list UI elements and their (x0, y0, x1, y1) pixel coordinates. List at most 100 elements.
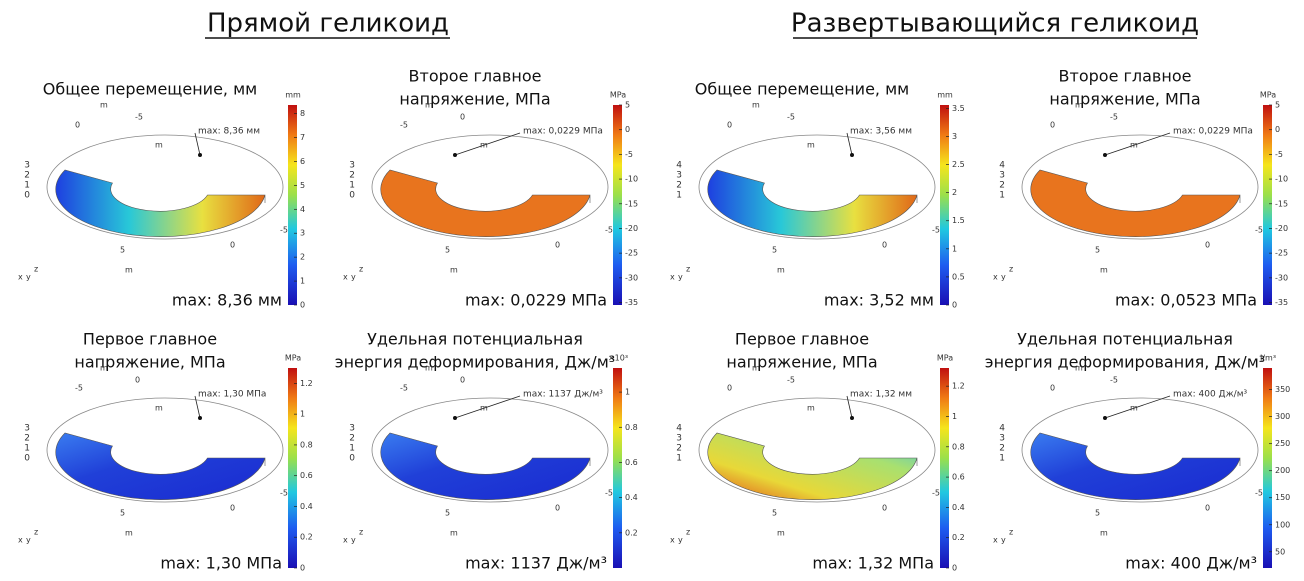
callout-dot (453, 416, 457, 420)
axis-label: 5 (772, 509, 777, 518)
colorbar-tick-label: 0.6 (625, 458, 638, 467)
triad-label: y (678, 273, 683, 282)
axis-label: -5 (787, 376, 795, 385)
axis-label: 0 (882, 241, 887, 250)
colorbar-unit: mm (937, 91, 953, 100)
callout-label: max: 1,32 мм (850, 390, 912, 400)
axis-label: 0 (460, 113, 465, 122)
colorbar-tick-label: 1 (300, 410, 305, 419)
z-tick-label: 1 (999, 191, 1005, 201)
colorbar-tick-label: 1 (625, 388, 630, 397)
colorbar-tick-label: -20 (1275, 224, 1288, 233)
triad-label: x (993, 536, 998, 545)
max-label: max: 0,0229 МПа (465, 291, 607, 310)
helicoid (381, 433, 590, 500)
colorbar-tick-label: 1 (952, 244, 957, 253)
axis-label: -5 (1255, 226, 1263, 235)
helicoid (708, 170, 917, 237)
z-tick-label: 1 (676, 454, 682, 464)
colorbar-tick-label: 0.2 (952, 533, 965, 542)
colorbar-multiplier: ×10³ (608, 354, 628, 363)
axis-label: -5 (400, 384, 408, 393)
axis-label: 0 (555, 504, 560, 513)
z-tick-label: 1 (349, 181, 355, 191)
z-tick-label: 2 (349, 171, 355, 181)
colorbar-tick-label: 0.2 (625, 528, 638, 537)
triad-label: y (1001, 273, 1006, 282)
colorbar-tick-label: 5 (300, 181, 305, 190)
axis-label: 5 (120, 246, 125, 255)
z-tick-label: 2 (999, 181, 1005, 191)
axis-label: -5 (605, 489, 613, 498)
axis-label: 5 (1095, 509, 1100, 518)
axis-label: m (155, 404, 163, 413)
colorbar-tick-label: 6 (300, 157, 305, 166)
axis-label: -5 (1110, 113, 1118, 122)
colorbar-tick-label: 4 (300, 205, 305, 214)
colorbar-tick-label: 0 (952, 564, 957, 573)
colorbar-tick-label: 1.5 (952, 216, 965, 225)
colorbar-tick-label: 2.5 (952, 160, 965, 169)
colorbar-tick-label: -5 (1275, 150, 1283, 159)
axis-label: -5 (1255, 489, 1263, 498)
colorbar-tick-label: 0.4 (952, 503, 965, 512)
header: Прямой геликоид (207, 9, 449, 39)
colorbar (1263, 368, 1272, 568)
panel-title: энергия деформирования, Дж/м³ (985, 353, 1265, 372)
axis-label: -5 (932, 226, 940, 235)
header: Развертывающийся геликоид (791, 9, 1199, 39)
colorbar-tick-label: 150 (1275, 493, 1290, 502)
colorbar (613, 105, 622, 305)
colorbar-tick-label: -20 (625, 224, 638, 233)
colorbar-tick-label: 5 (625, 101, 630, 110)
helicoid (56, 433, 265, 500)
axis-label: -5 (932, 489, 940, 498)
axis-label: 0 (1205, 504, 1210, 513)
axis-label: 5 (1095, 246, 1100, 255)
axis-label: 0 (1050, 121, 1055, 130)
colorbar-tick-label: 0.4 (625, 493, 638, 502)
colorbar-tick-label: 0 (952, 301, 957, 310)
z-tick-label: 1 (676, 191, 682, 201)
z-tick-label: 1 (349, 444, 355, 454)
figure: Прямой геликоид Развертывающийся геликои… (0, 0, 1304, 581)
axis-label: m (777, 266, 785, 275)
triad-label: z (34, 528, 38, 537)
colorbar-tick-label: 1.2 (952, 382, 965, 391)
colorbar-tick-label: 3 (952, 132, 957, 141)
colorbar (940, 105, 949, 305)
colorbar-tick-label: 350 (1275, 385, 1290, 394)
z-tick-label: 4 (676, 161, 682, 171)
triad-label: z (686, 528, 690, 537)
colorbar-tick-label: 0.8 (952, 442, 965, 451)
colorbar-unit: J/m³ (1259, 354, 1276, 363)
panel-title: Общее перемещение, мм (695, 80, 909, 99)
colorbar-unit: MPa (1260, 91, 1276, 100)
panel-title: напряжение, МПа (1049, 90, 1200, 109)
panel-title: напряжение, МПа (74, 353, 225, 372)
z-tick-label: 3 (676, 434, 682, 444)
axis-label: m (425, 101, 433, 110)
axis-label: 0 (882, 504, 887, 513)
colorbar-tick-label: -15 (1275, 199, 1288, 208)
z-tick-label: 2 (676, 181, 682, 191)
colorbar (1263, 105, 1272, 305)
callout-label: max: 0,0229 МПа (1173, 127, 1253, 137)
axis-label: m (100, 101, 108, 110)
triad-label: z (359, 528, 363, 537)
colorbar-tick-label: 2 (952, 188, 957, 197)
z-tick-label: 4 (999, 424, 1005, 434)
axis-label: 0 (75, 121, 80, 130)
triad-label: z (34, 265, 38, 274)
z-tick-label: 0 (24, 191, 30, 201)
max-label: max: 0,0523 МПа (1115, 291, 1257, 310)
axis-label: -5 (75, 384, 83, 393)
colorbar-tick-label: 0 (625, 125, 630, 134)
colorbar-tick-label: -30 (1275, 273, 1288, 282)
axis-label: m (425, 364, 433, 373)
triad-label: x (343, 536, 348, 545)
colorbar-tick-label: 0 (1275, 125, 1280, 134)
triad-label: y (26, 273, 31, 282)
panel-title: Удельная потенциальная (1017, 330, 1233, 349)
triad-label: y (1001, 536, 1006, 545)
